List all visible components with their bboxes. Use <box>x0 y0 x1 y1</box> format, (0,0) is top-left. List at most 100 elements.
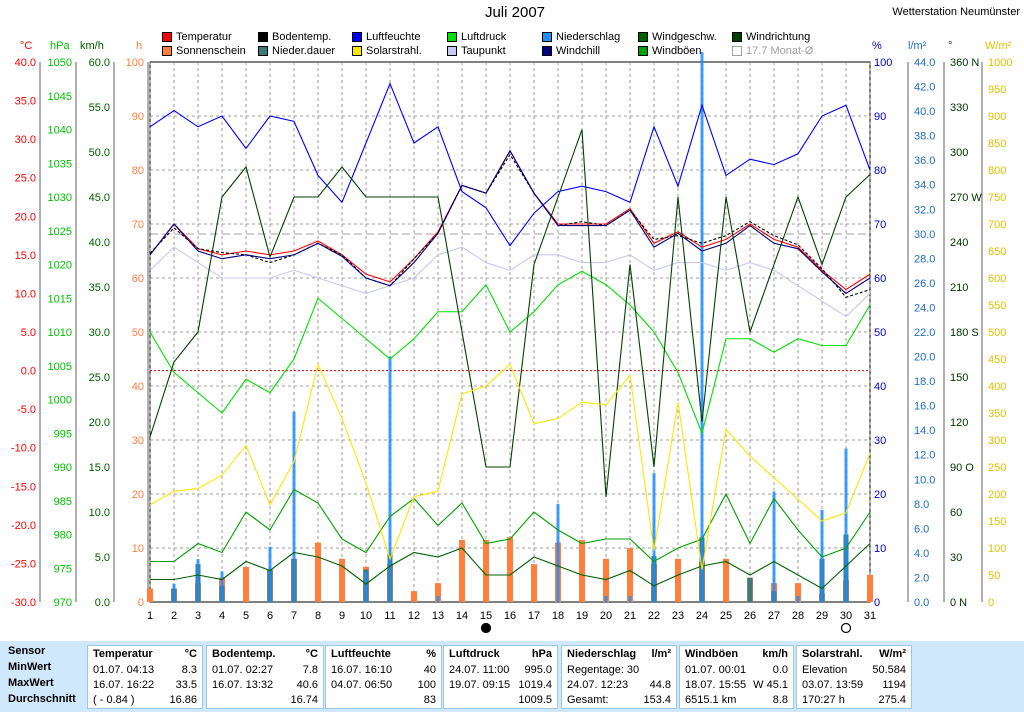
tick-label-day: 4 <box>219 610 225 622</box>
stats-unit: hPa <box>531 648 552 660</box>
legend-item-solarstrahl: Solarstrahl. <box>352 45 422 57</box>
legend-label: Sonnenschein <box>176 45 246 57</box>
tick-label-direction: 330 <box>950 102 968 114</box>
stats-cell-value: 44.8 <box>649 679 671 691</box>
tick-label-temp: 5.0 <box>21 327 36 339</box>
tick-label-direction: 0 N <box>950 597 967 609</box>
tick-label-humidity: 20 <box>874 489 886 501</box>
stats-cell-label: Regentage: 30 <box>567 664 640 676</box>
tick-label-temp: 35.0 <box>15 96 36 108</box>
full-moon-icon <box>840 622 852 634</box>
tick-label-day: 2 <box>171 610 177 622</box>
tick-label-wind: 30.0 <box>89 327 110 339</box>
axis-unit-solar: W/m² <box>985 40 1012 52</box>
stats-cell-value: 1009.5 <box>518 694 552 706</box>
bar-sonnenschein <box>315 542 321 602</box>
tick-label-pressure: 1010 <box>48 327 72 339</box>
stats-cell-value: 100 <box>417 679 436 691</box>
tick-label-rain: 14.0 <box>914 425 935 437</box>
series-line-bodentemp <box>149 153 871 298</box>
stats-head: Niederschlag <box>567 648 637 660</box>
tick-label-temp: -25.0 <box>11 558 36 570</box>
bar-sonnenschein <box>411 591 417 602</box>
new-moon-icon <box>480 622 492 634</box>
tick-label-solar: 150 <box>988 516 1006 528</box>
bar-sonnenschein <box>795 583 801 602</box>
legend-swatch <box>732 32 742 42</box>
tick-label-humidity: 60 <box>874 273 886 285</box>
tick-label-day: 23 <box>672 610 684 622</box>
tick-label-rain: 4.0 <box>914 548 929 560</box>
bar-sonnenschein <box>603 558 609 602</box>
bar-sonnenschein <box>483 539 489 602</box>
bar-niederschlag <box>628 595 632 602</box>
stats-cell-label: ( - 0.84 ) <box>93 694 135 706</box>
bar-sonnenschein <box>147 588 153 602</box>
legend-item-windben: Windböen <box>638 45 702 57</box>
axis-unit-humidity: % <box>872 40 882 52</box>
bar-sonnenschein <box>243 566 249 602</box>
tick-label-direction: 270 W <box>950 192 982 204</box>
tick-label-solar: 350 <box>988 408 1006 420</box>
legend-item-luftfeuchte: Luftfeuchte <box>352 31 420 43</box>
stats-head: Solarstrahl. <box>802 648 863 660</box>
bar-sonnenschein <box>459 539 465 602</box>
tick-label-rain: 20.0 <box>914 352 935 364</box>
series-line-windgeschw <box>150 543 871 590</box>
tick-label-day: 9 <box>339 610 345 622</box>
tick-label-rain: 36.0 <box>914 155 935 167</box>
tick-label-wind: 60.0 <box>89 57 110 69</box>
legend-item-sonnenschein: Sonnenschein <box>162 45 246 57</box>
tick-label-wind: 25.0 <box>89 372 110 384</box>
legend-label: Temperatur <box>176 31 232 43</box>
tick-label-rain: 38.0 <box>914 131 935 143</box>
tick-label-wind: 35.0 <box>89 282 110 294</box>
tick-label-rain: 6.0 <box>914 523 929 535</box>
stats-cell-value: 50.584 <box>872 664 906 676</box>
bar-niederdauer <box>747 577 753 602</box>
tick-label-solar: 600 <box>988 273 1006 285</box>
tick-label-rain: 16.0 <box>914 401 935 413</box>
series-line-luftdruck <box>149 270 871 436</box>
series-line-windrichtung <box>149 129 871 498</box>
legend-swatch <box>732 46 742 56</box>
tick-label-pressure: 985 <box>54 496 72 508</box>
legend-label: Windböen <box>652 45 702 57</box>
stats-box-temperatur: Temperatur °C 01.07. 04:13 8.3 16.07. 16:22 3… <box>87 645 203 709</box>
tick-label-pressure: 1005 <box>48 361 72 373</box>
tick-label-humidity: 80 <box>874 165 886 177</box>
stats-unit: °C <box>305 648 318 660</box>
bar-niederschlag <box>436 595 440 602</box>
tick-label-hours: 100 <box>126 57 144 69</box>
legend-item-temperatur: Temperatur <box>162 31 232 43</box>
tick-label-day: 11 <box>384 610 395 622</box>
tick-label-day: 5 <box>243 610 249 622</box>
tick-label-day: 12 <box>408 610 420 622</box>
tick-label-pressure: 995 <box>54 428 72 440</box>
stats-cell-value: 16.74 <box>290 694 318 706</box>
legend-swatch <box>162 32 172 42</box>
tick-label-day: 21 <box>624 610 636 622</box>
legend-label: Niederschlag <box>556 31 621 43</box>
stats-head: Luftdruck <box>449 648 500 660</box>
tick-label-day: 24 <box>696 610 708 622</box>
stats-cell-label: 170:27 h <box>802 694 845 706</box>
bar-niederschlag <box>196 559 200 602</box>
tick-label-temp: -30.0 <box>11 597 36 609</box>
stats-box-niederschlag: Niederschlag l/m² Regentage: 30 24.07. 12:2… <box>561 645 677 709</box>
tick-label-temp: 10.0 <box>15 288 36 300</box>
tick-label-rain: 22.0 <box>914 327 935 339</box>
tick-label-wind: 20.0 <box>89 417 110 429</box>
stats-cell-value: 275.4 <box>878 694 906 706</box>
tick-label-humidity: 100 <box>874 57 892 69</box>
stats-unit: km/h <box>762 648 788 660</box>
axis-unit-pressure: hPa <box>50 40 70 52</box>
tick-label-direction: 30 <box>950 552 962 564</box>
tick-label-rain: 30.0 <box>914 229 935 241</box>
tick-label-solar: 200 <box>988 489 1006 501</box>
legend-item-taupunkt: Taupunkt <box>447 45 506 57</box>
tick-label-day: 6 <box>267 610 273 622</box>
stats-cell-label: 01.07. 02:27 <box>212 664 274 676</box>
bar-niederschlag <box>772 491 776 602</box>
tick-label-pressure: 1015 <box>48 293 72 305</box>
